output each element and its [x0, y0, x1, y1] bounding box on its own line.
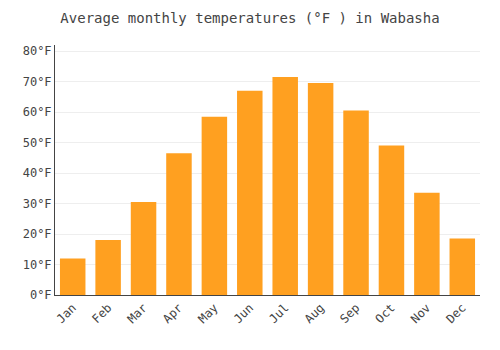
svg-text:Jan: Jan — [54, 301, 79, 326]
svg-text:Dec: Dec — [443, 301, 468, 326]
svg-text:20°F: 20°F — [23, 227, 52, 241]
svg-text:Apr: Apr — [160, 301, 185, 326]
svg-text:Jul: Jul — [266, 301, 291, 326]
svg-text:10°F: 10°F — [23, 258, 52, 272]
svg-text:Feb: Feb — [89, 301, 114, 326]
svg-text:40°F: 40°F — [23, 166, 52, 180]
svg-text:Nov: Nov — [408, 301, 433, 326]
svg-text:Sep: Sep — [337, 301, 362, 326]
svg-text:50°F: 50°F — [23, 136, 52, 150]
svg-text:Mar: Mar — [125, 301, 150, 326]
svg-text:70°F: 70°F — [23, 75, 52, 89]
svg-text:May: May — [196, 301, 221, 326]
svg-text:60°F: 60°F — [23, 105, 52, 119]
svg-text:Aug: Aug — [302, 301, 327, 326]
svg-text:Oct: Oct — [373, 301, 398, 326]
svg-text:80°F: 80°F — [23, 44, 52, 58]
svg-text:0°F: 0°F — [30, 288, 52, 302]
svg-text:Jun: Jun — [231, 301, 256, 326]
svg-text:Average monthly temperatures (: Average monthly temperatures (°F ) in Wa… — [60, 10, 439, 26]
svg-text:30°F: 30°F — [23, 197, 52, 211]
